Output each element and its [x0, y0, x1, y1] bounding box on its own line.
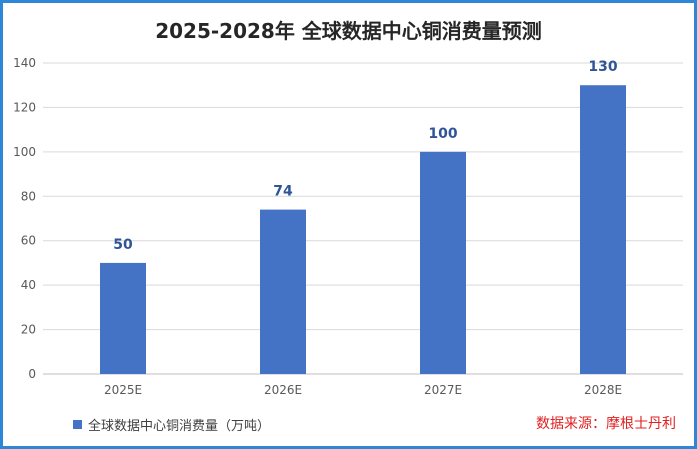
y-tick-label: 40 [21, 278, 36, 292]
data-label: 100 [428, 126, 457, 142]
bar-chart: 0 20 40 60 80 100 120 140 50 2025E 74 2026E 100 2027E… [13, 56, 683, 397]
x-tick-label: 2026E [264, 383, 302, 397]
y-tick-label: 60 [21, 234, 36, 248]
y-tick-label: 120 [13, 100, 36, 114]
bar [580, 85, 626, 374]
chart-title: 2025-2028年 全球数据中心铜消费量预测 [155, 19, 542, 43]
bar [420, 151, 466, 374]
data-label: 74 [273, 184, 293, 200]
legend-swatch [73, 420, 82, 429]
bar [260, 209, 306, 374]
y-tick-label: 20 [21, 323, 36, 337]
data-label: 130 [588, 59, 617, 75]
source-note: 数据来源：摩根士丹利 [536, 416, 676, 432]
legend-label: 全球数据中心铜消费量（万吨） [88, 419, 271, 434]
bar [100, 262, 146, 374]
legend: 全球数据中心铜消费量（万吨） [73, 415, 270, 434]
x-tick-label: 2025E [104, 383, 142, 397]
x-tick-label: 2027E [424, 383, 462, 397]
data-label: 50 [113, 237, 133, 253]
x-tick-label: 2028E [584, 383, 622, 397]
y-tick-label: 140 [13, 56, 36, 70]
y-tick-label: 100 [13, 145, 36, 159]
y-tick-label: 80 [21, 189, 36, 203]
y-tick-label: 0 [28, 367, 36, 381]
